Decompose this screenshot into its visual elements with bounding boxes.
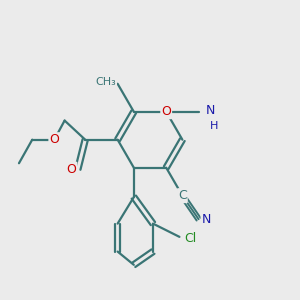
Text: C: C: [178, 189, 187, 202]
Text: O: O: [50, 133, 59, 146]
Text: CH₃: CH₃: [95, 77, 116, 87]
Text: H: H: [210, 121, 218, 131]
Text: Cl: Cl: [184, 232, 196, 245]
Text: N: N: [206, 104, 215, 117]
Text: O: O: [161, 105, 171, 118]
Text: N: N: [202, 213, 211, 226]
Text: O: O: [67, 163, 76, 176]
